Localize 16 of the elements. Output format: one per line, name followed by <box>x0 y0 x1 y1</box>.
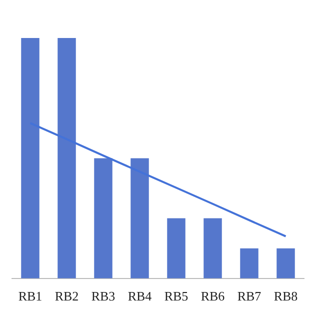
x-tick-label: RB4 <box>128 288 152 304</box>
x-tick-label: RB5 <box>164 288 188 304</box>
x-tick-label: RB8 <box>274 288 298 304</box>
x-tick-label: RB3 <box>91 288 116 304</box>
bar <box>21 38 40 278</box>
bar <box>130 158 149 278</box>
bar <box>204 218 222 278</box>
bar <box>167 218 186 278</box>
bar <box>276 248 295 278</box>
x-tick-label: RB6 <box>200 288 226 304</box>
x-tick-label: RB2 <box>54 288 79 304</box>
bar <box>240 248 258 278</box>
bar <box>58 38 76 278</box>
x-tick-label: RB7 <box>237 288 262 304</box>
bar <box>94 158 112 278</box>
x-tick-label: RB1 <box>18 288 42 304</box>
